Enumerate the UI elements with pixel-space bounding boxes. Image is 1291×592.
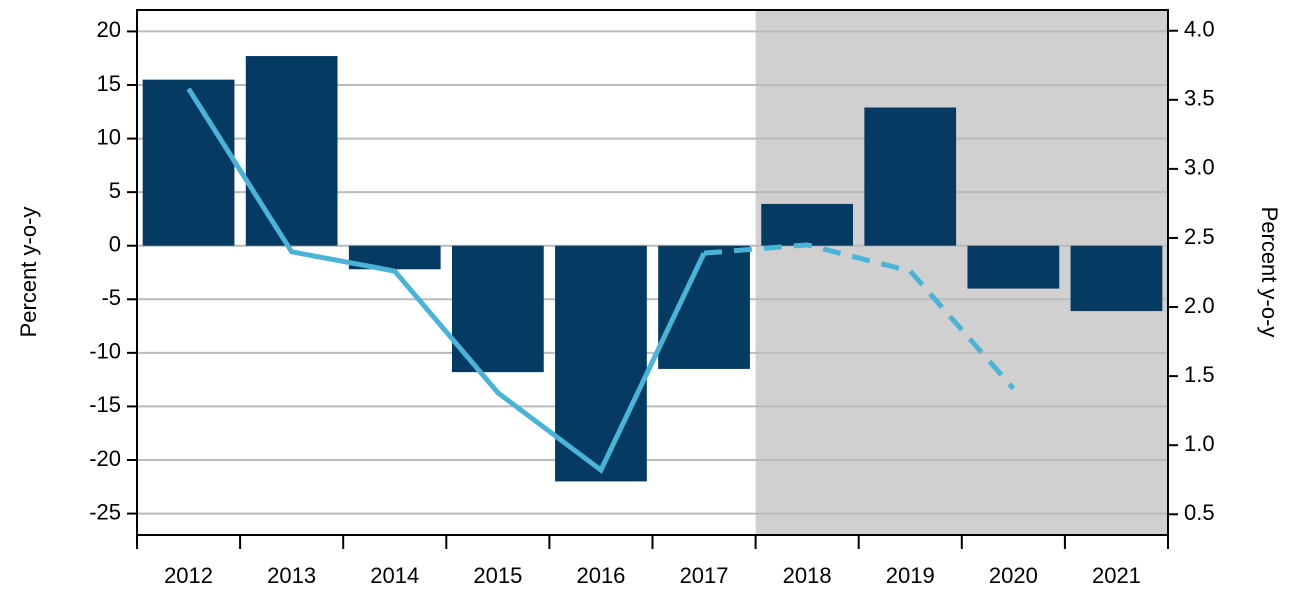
x-tick-label: 2018 [783, 563, 832, 588]
plot-frame [136, 9, 1169, 536]
y-tick-label: 20 [97, 17, 121, 42]
y2-tick-label: 3.0 [1184, 155, 1215, 180]
bar [555, 245, 647, 482]
y-tick-label: -25 [89, 499, 121, 524]
bar [348, 245, 441, 270]
y-tick-label: 5 [109, 178, 121, 203]
y-tick-label: 10 [97, 124, 121, 149]
y2-tick-label: 0.5 [1184, 500, 1215, 525]
x-tick-label: 2015 [473, 563, 522, 588]
y2-tick-label: 1.0 [1184, 431, 1215, 456]
y-tick-label: 15 [97, 71, 121, 96]
x-tick-label: 2016 [576, 563, 625, 588]
y2-tick-label: 3.5 [1184, 86, 1215, 111]
y2-axis-label: Percent y-o-y [1257, 207, 1282, 338]
line-series [186, 87, 707, 474]
x-tick-label: 2020 [989, 563, 1038, 588]
bar [245, 56, 338, 246]
y-tick-label: -5 [101, 285, 121, 310]
x-tick-label: 2019 [886, 563, 935, 588]
x-tick-label: 2012 [164, 563, 213, 588]
y-tick-label: -15 [89, 392, 121, 417]
y-tick-label: 0 [109, 232, 121, 257]
bar [967, 245, 1060, 289]
y2-tick-label: 4.0 [1184, 17, 1215, 42]
y2-tick-label: 1.5 [1184, 362, 1215, 387]
bar [658, 245, 750, 369]
bar [142, 79, 235, 246]
x-tick-label: 2013 [267, 563, 316, 588]
y-tick-label: -20 [89, 446, 121, 471]
bar [761, 203, 854, 246]
line-series [703, 242, 1016, 391]
y-tick-label: -10 [89, 339, 121, 364]
x-tick-label: 2014 [370, 563, 419, 588]
y2-tick-label: 2.0 [1184, 293, 1215, 318]
y2-tick-label: 2.5 [1184, 224, 1215, 249]
bar [1070, 245, 1163, 312]
x-tick-label: 2017 [680, 563, 729, 588]
bar [451, 245, 544, 373]
y-axis-label: Percent y-o-y [16, 207, 41, 338]
x-tick-label: 2021 [1092, 563, 1141, 588]
bar [864, 107, 957, 246]
